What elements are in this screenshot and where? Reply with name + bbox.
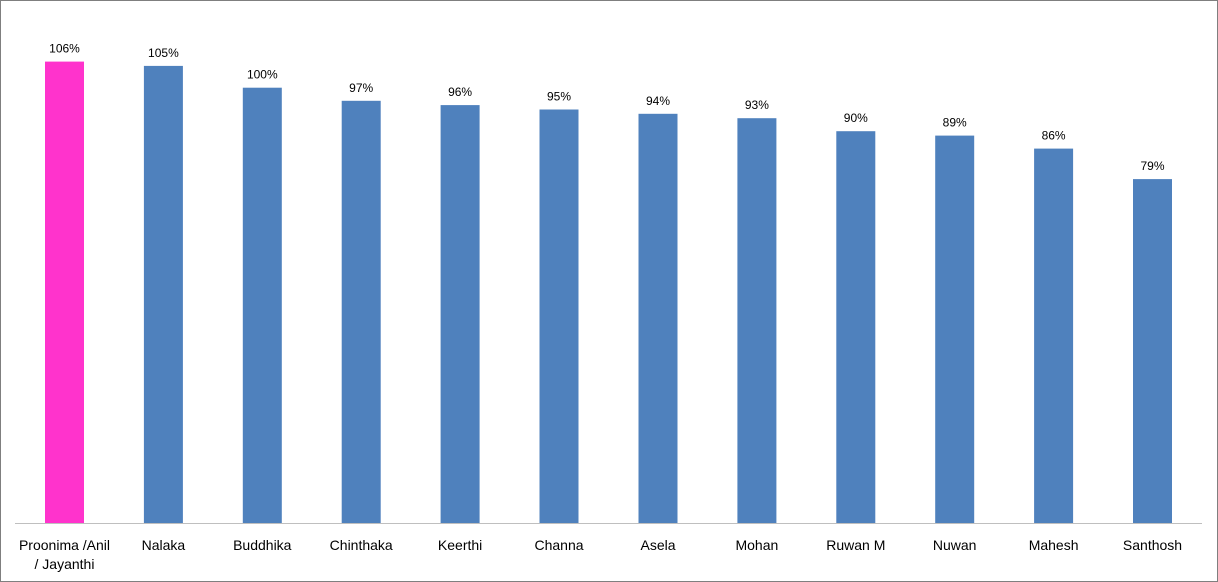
category-label-2: Buddhika (233, 537, 292, 553)
bar-value-label-2: 100% (247, 68, 278, 82)
bar-3 (341, 100, 381, 524)
bar-10 (1034, 148, 1074, 523)
category-label-line: Channa (534, 537, 583, 553)
bar-8 (836, 131, 876, 523)
bar-value-label-0: 106% (49, 42, 80, 56)
bar-0 (45, 61, 84, 523)
bar-11 (1133, 179, 1172, 523)
category-label-9: Nuwan (933, 537, 977, 553)
bar-9 (935, 135, 975, 523)
category-label-line: Mahesh (1029, 537, 1079, 553)
bar-1 (143, 65, 183, 524)
category-label-3: Chinthaka (330, 537, 393, 553)
category-label-line: Nuwan (933, 537, 977, 553)
category-label-line: / Jayanthi (35, 556, 95, 572)
category-label-10: Mahesh (1029, 537, 1079, 553)
bar-4 (440, 105, 480, 523)
category-label-11: Santhosh (1123, 537, 1182, 553)
bar-value-label-10: 86% (1042, 129, 1066, 143)
category-label-line: Buddhika (233, 537, 292, 553)
category-label-4: Keerthi (438, 537, 482, 553)
category-label-line: Asela (640, 537, 675, 553)
category-label-line: Nalaka (142, 537, 186, 553)
bar-value-label-6: 94% (646, 94, 670, 108)
category-label-line: Ruwan M (826, 537, 885, 553)
category-label-7: Mohan (735, 537, 778, 553)
category-label-line: Keerthi (438, 537, 482, 553)
category-labels-group: Proonima /Anil / Jayanthi Nalaka Buddhika Ch… (19, 537, 1182, 572)
bar-value-label-4: 96% (448, 85, 472, 99)
bar-2 (242, 87, 282, 523)
bar-value-label-7: 93% (745, 98, 769, 112)
category-label-1: Nalaka (142, 537, 186, 553)
bar-value-label-1: 105% (148, 46, 179, 60)
bar-value-label-9: 89% (943, 116, 967, 130)
bar-value-label-5: 95% (547, 90, 571, 104)
category-label-0: Proonima /Anil / Jayanthi (19, 537, 110, 572)
bar-7 (737, 118, 777, 523)
category-label-line: Mohan (735, 537, 778, 553)
bar-6 (638, 113, 678, 524)
category-label-line: Chinthaka (330, 537, 393, 553)
bar-value-label-8: 90% (844, 111, 868, 125)
category-label-line: Proonima /Anil (19, 537, 110, 553)
category-label-8: Ruwan M (826, 537, 885, 553)
bar-value-label-11: 79% (1140, 159, 1164, 173)
category-label-6: Asela (640, 537, 675, 553)
category-label-5: Channa (534, 537, 583, 553)
bar-5 (539, 109, 579, 523)
value-labels-group: 106% 105% 100% 97% 96% 95% 94% 93% 90% 89% 86% 79% (49, 42, 1165, 174)
bar-value-label-3: 97% (349, 81, 373, 95)
category-label-line: Santhosh (1123, 537, 1182, 553)
bars-group (45, 61, 1172, 524)
